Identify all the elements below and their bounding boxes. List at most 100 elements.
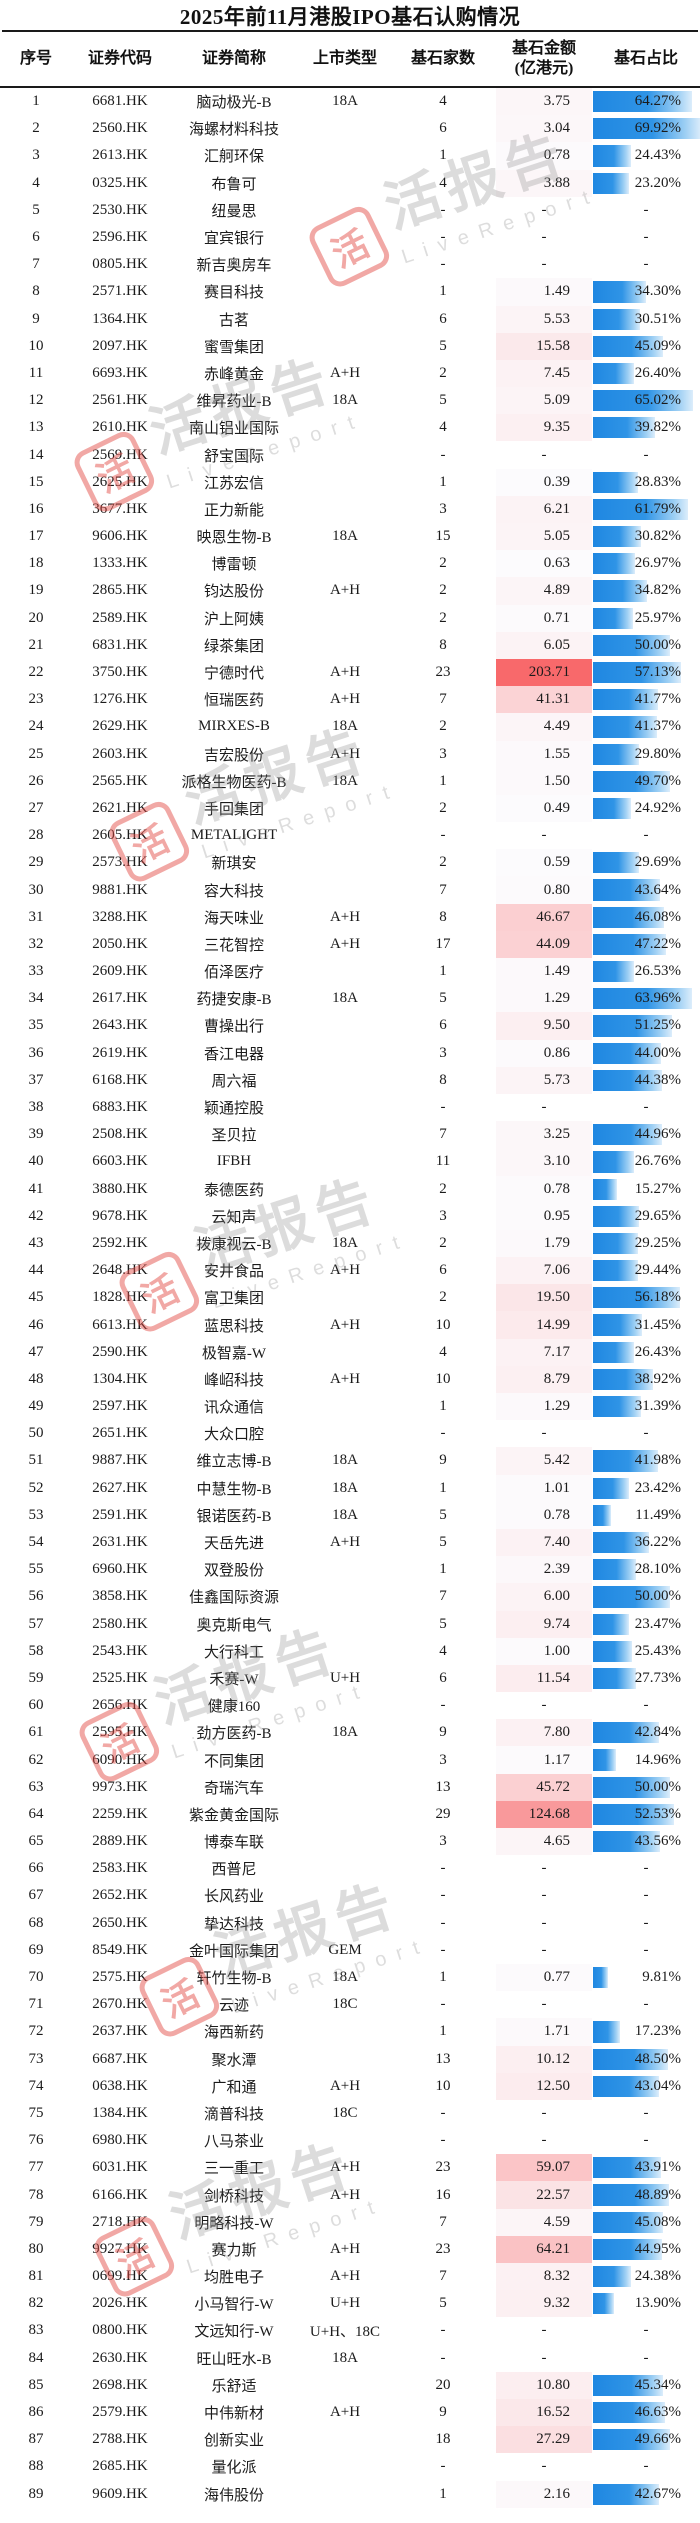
cell-count: 23 — [435, 2240, 451, 2257]
cell-count: 7 — [439, 2213, 447, 2230]
cell-type — [300, 496, 390, 523]
cell-code: 2865.HK — [92, 582, 148, 599]
cell-pct: 39.82% — [592, 414, 700, 441]
cell-type: A+H — [329, 935, 361, 952]
cell-amount: - — [541, 2104, 547, 2121]
cell-seq: 84 — [28, 2349, 44, 2366]
table-row: 48 1304.HK 峰岹科技 A+H 10 8.79 38.92% — [0, 1365, 700, 1393]
cell-seq: 14 — [28, 446, 44, 463]
pct-value: 64.27% — [634, 93, 681, 110]
cell-count: 3 — [439, 1044, 447, 1061]
pct-value: 36.22% — [634, 1534, 681, 1551]
cell-type — [300, 2453, 390, 2480]
cell-name: 蓝思科技 — [203, 1318, 264, 1335]
pct-data-bar — [593, 1042, 661, 1064]
pct-value: 44.00% — [634, 1044, 681, 1061]
cell-pct: 42.67% — [592, 2481, 700, 2508]
cell-pct: 56.18% — [592, 1284, 700, 1311]
cell-count: 2 — [439, 1180, 447, 1197]
cell-count: 13 — [435, 2050, 451, 2067]
cell-code: 6168.HK — [92, 1071, 148, 1088]
pct-data-bar — [593, 118, 700, 140]
cell-code: 6980.HK — [92, 2132, 148, 2149]
cell-type: 18A — [332, 1452, 358, 1469]
cell-code: 0325.HK — [92, 174, 148, 191]
cell-code: 1384.HK — [92, 2104, 148, 2121]
cell-code: 1364.HK — [92, 310, 148, 327]
cell-type: 18A — [332, 2349, 358, 2366]
cell-pct: - — [592, 822, 700, 849]
table-row: 34 2617.HK 药捷安康-B 18A 5 1.29 63.96% — [0, 985, 700, 1013]
cell-pct: 44.95% — [592, 2236, 700, 2263]
pct-data-bar — [593, 661, 682, 684]
pct-data-bar — [593, 1803, 675, 1825]
cell-amount: 1.49 — [496, 278, 592, 306]
cell-code: 2625.HK — [92, 473, 148, 490]
cell-pct: 24.38% — [592, 2263, 700, 2290]
table-row: 74 0638.HK 广和通 A+H 10 12.50 43.04% — [0, 2072, 700, 2100]
pct-data-bar — [593, 498, 689, 520]
cell-pct: 50.00% — [592, 1774, 700, 1801]
cell-name: 派格生物医药-B — [181, 774, 287, 791]
cell-seq: 26 — [28, 772, 44, 789]
pct-value: 52.53% — [634, 1805, 681, 1822]
cell-count: 1 — [439, 1479, 447, 1496]
cell-type — [300, 1067, 390, 1094]
pct-data-bar — [593, 145, 631, 167]
cell-name: 云迹 — [218, 1998, 249, 2015]
table-row: 25 2603.HK 吉宏股份 A+H 3 1.55 29.80% — [0, 740, 700, 768]
cell-type — [300, 849, 390, 876]
pct-data-bar — [593, 906, 665, 928]
cell-type: A+H — [329, 582, 361, 599]
cell-type: 18A — [332, 1969, 358, 1986]
cell-code: 0805.HK — [92, 256, 148, 273]
cell-seq: 25 — [28, 745, 44, 762]
table-row: 77 6031.HK 三一重工 A+H 23 59.07 43.91% — [0, 2154, 700, 2182]
cell-code: 2629.HK — [92, 718, 148, 735]
cell-type — [300, 2127, 390, 2154]
table-row: 40 6603.HK IFBH 11 3.10 26.76% — [0, 1148, 700, 1176]
cell-amount: 0.39 — [496, 468, 592, 496]
table-row: 15 2625.HK 江苏宏信 1 0.39 28.83% — [0, 468, 700, 496]
cell-amount: 203.71 — [496, 658, 592, 687]
cell-amount: 10.80 — [496, 2371, 592, 2399]
col-header-amount-line1: 基石金额 — [511, 40, 576, 57]
pct-value: 47.22% — [634, 935, 681, 952]
cell-name: 维昇药业-B — [196, 394, 272, 411]
pct-data-bar — [593, 1015, 673, 1037]
pct-value: 65.02% — [634, 392, 681, 409]
pct-value: 38.92% — [634, 1370, 681, 1387]
table-row: 49 2597.HK 讯众通信 1 1.29 31.39% — [0, 1393, 700, 1421]
cell-name: 周六福 — [211, 1073, 257, 1090]
pct-value: 29.65% — [634, 1207, 681, 1224]
cell-code: 0800.HK — [92, 2322, 148, 2339]
cell-amount: 1.55 — [496, 740, 592, 768]
cell-seq: 11 — [28, 364, 44, 381]
cell-seq: 46 — [28, 1316, 44, 1333]
cell-pct: - — [592, 441, 700, 468]
table-row: 9 1364.HK 古茗 6 5.53 30.51% — [0, 305, 700, 333]
pct-value: 17.23% — [634, 2023, 681, 2040]
cell-count: 13 — [435, 1778, 451, 1795]
cell-name: MIRXES-B — [198, 718, 270, 735]
cell-amount: 4.65 — [496, 1828, 592, 1856]
cell-type — [300, 1420, 390, 1447]
table-row: 84 2630.HK 旺山旺水-B 18A - - - — [0, 2345, 700, 2372]
cell-code: 2788.HK — [92, 2431, 148, 2448]
cell-amount: 1.29 — [496, 985, 592, 1013]
cell-amount: 8.32 — [496, 2263, 592, 2291]
table-row: 59 2525.HK 禾赛-W U+H 6 11.54 27.73% — [0, 1664, 700, 1693]
cell-name: 古茗 — [218, 312, 249, 329]
cell-name: 创新实业 — [203, 2433, 264, 2450]
table-row: 23 1276.HK 恒瑞医药 A+H 7 41.31 41.77% — [0, 686, 700, 714]
cell-seq: 70 — [28, 1969, 44, 1986]
cell-code: 9973.HK — [92, 1778, 148, 1795]
table-row: 33 2609.HK 佰泽医疗 1 1.49 26.53% — [0, 958, 700, 986]
cell-pct: 34.30% — [592, 278, 700, 305]
cell-seq: 68 — [28, 1914, 44, 1931]
cell-code: 2560.HK — [92, 120, 148, 137]
cell-amount: - — [541, 1697, 547, 1714]
cell-seq: 81 — [28, 2268, 44, 2285]
cell-amount: 9.32 — [496, 2290, 592, 2318]
table-body: 1 6681.HK 脑动极光-B 18A 4 3.75 64.27% 2 2560.HK 海螺材料… — [0, 87, 700, 2508]
